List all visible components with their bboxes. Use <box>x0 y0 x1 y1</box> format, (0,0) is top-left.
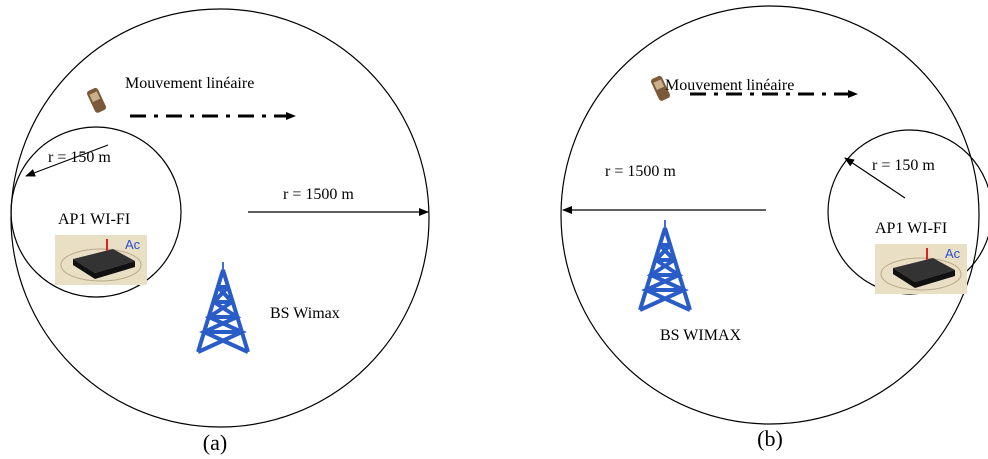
access-point-label: AP1 WI-FI <box>58 211 130 228</box>
small-radius-arrow <box>25 144 109 177</box>
router-icon <box>54 234 148 286</box>
caption: (a) <box>203 430 227 455</box>
movement-label: Mouvement linéaire <box>125 75 254 92</box>
wifi-cell <box>10 126 182 298</box>
router-icon <box>874 243 968 295</box>
base-station-label: BS WIMAX <box>660 327 741 344</box>
movement-label: Mouvement linéaire <box>665 77 794 94</box>
panel-b: Mouvement linéaire r = 1500 m r = 150 m … <box>560 5 988 451</box>
small-radius-arrow <box>844 157 906 199</box>
big-radius-label: r = 1500 m <box>605 163 676 180</box>
small-radius-label: r = 150 m <box>872 157 935 174</box>
base-station-label: BS Wimax <box>270 305 340 322</box>
wimax-cell <box>560 5 980 425</box>
big-radius-label: r = 1500 m <box>283 186 354 203</box>
access-point-label: AP1 WI-FI <box>875 220 947 237</box>
mobile-icon <box>86 86 108 114</box>
caption: (b) <box>757 426 783 451</box>
tower-icon <box>638 218 692 312</box>
tower-icon <box>196 260 250 354</box>
panel-a: Mouvement linéaire r = 150 m r = 1500 m … <box>10 8 430 455</box>
